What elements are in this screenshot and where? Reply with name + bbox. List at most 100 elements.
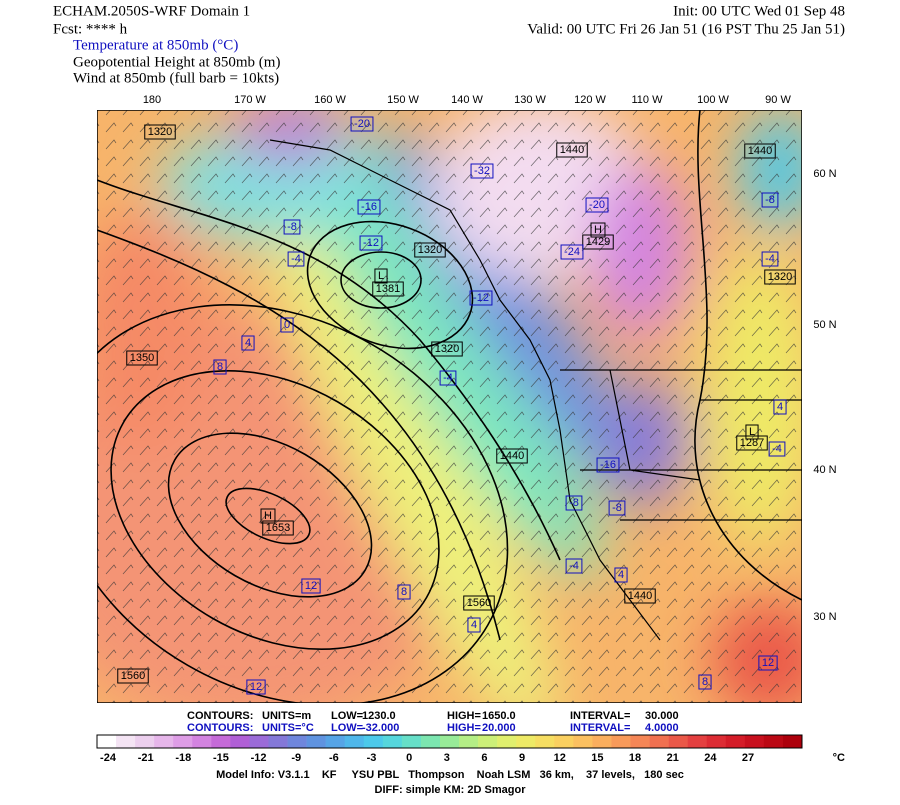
contour-label: 1287	[740, 437, 764, 449]
contour-label: -12	[473, 292, 489, 304]
contour-label-box	[565, 495, 583, 511]
contour-label: 1350	[130, 352, 154, 364]
contour-label: -8	[569, 497, 579, 509]
colorbar-label: -12	[251, 752, 267, 764]
colorbar-swatch	[478, 735, 498, 748]
contour-label: 1429	[586, 236, 610, 248]
colorbar-swatch	[516, 735, 536, 748]
colorbar-label: 3	[444, 752, 450, 764]
contour-label-box	[359, 235, 383, 251]
contour-label: 1440	[500, 450, 524, 462]
colorbar-label: 15	[591, 752, 603, 764]
longitude-label: 120 W	[574, 94, 606, 106]
contour-label-box	[357, 199, 381, 215]
contour-label-box	[764, 269, 796, 285]
contour-info: -32.000	[362, 722, 399, 734]
contour-label: -4	[443, 372, 453, 384]
colorbar-label: -24	[100, 752, 117, 764]
colorbar-swatch	[763, 735, 784, 748]
contour-label: -20	[354, 118, 370, 130]
forecast: Fcst: **** h	[53, 21, 128, 37]
title: ECHAM.2050S-WRF Domain 1	[53, 3, 250, 19]
colorbar-swatch	[154, 735, 174, 748]
contour-label-box	[614, 567, 628, 583]
colorbar-label: 27	[742, 752, 754, 764]
contour-label: -8	[765, 194, 775, 206]
contour-label: 12	[250, 681, 262, 693]
contour-label: 4	[245, 337, 251, 349]
contour-label: H	[264, 510, 272, 522]
colorbar-label: -15	[213, 752, 229, 764]
colorbar-swatch	[287, 735, 307, 748]
contour-label: 4	[471, 619, 477, 631]
latitude-label: 50 N	[813, 319, 836, 331]
colorbar-label: 0	[406, 752, 412, 764]
contour-label-box	[469, 290, 493, 306]
field-label: Wind at 850mb (full barb = 10kts)	[73, 70, 279, 86]
contour-info: UNITS=°C	[262, 722, 314, 734]
contour-label-box	[374, 268, 388, 284]
contour-label-box	[260, 508, 276, 524]
contour-label-box	[585, 197, 609, 213]
contour-info: 20.000	[482, 722, 516, 734]
colorbar-swatch	[249, 735, 269, 748]
colorbar-swatch	[611, 735, 631, 748]
contour-label: 8	[702, 676, 708, 688]
colorbar-swatch	[497, 735, 517, 748]
contour-label-box	[463, 595, 495, 611]
colorbar-swatch	[173, 735, 193, 748]
colorbar-swatch	[630, 735, 650, 748]
longitude-label: 130 W	[514, 94, 546, 106]
contour-label: 1560	[467, 597, 491, 609]
colorbar-swatch	[439, 735, 460, 748]
colorbar-label: 21	[667, 752, 679, 764]
latitude-label: 40 N	[813, 464, 836, 476]
latitude-label: 60 N	[813, 168, 836, 180]
contour-info: CONTOURS:	[187, 722, 253, 734]
footer: DIFF: simple KM: 2D Smagor	[375, 784, 527, 796]
colorbar-swatch	[649, 735, 669, 748]
colorbar-label: 24	[704, 752, 717, 764]
colorbar-label: 12	[554, 752, 566, 764]
colorbar-swatch	[382, 735, 403, 748]
contour-label-box	[283, 219, 301, 235]
contour-label-box	[773, 399, 787, 415]
contour-label: 1440	[748, 145, 772, 157]
colorbar-swatch	[135, 735, 155, 748]
colorbar-label: 6	[481, 752, 487, 764]
contour-label-box	[280, 317, 294, 333]
contour-label: 1320	[418, 244, 442, 256]
colorbar-swatch	[782, 735, 803, 748]
contour-label-box	[556, 142, 588, 158]
longitude-label: 100 W	[697, 94, 729, 106]
colorbar-swatch	[535, 735, 555, 748]
colorbar-label: 9	[519, 752, 525, 764]
contour-label-box	[301, 578, 321, 594]
contour-label-box	[761, 192, 779, 208]
contour-label: -20	[589, 199, 605, 211]
contour-label: L	[749, 426, 755, 438]
contour-label: 1440	[628, 590, 652, 602]
contour-label: 12	[305, 580, 317, 592]
longitude-label: 140 W	[451, 94, 483, 106]
contour-label: -16	[600, 459, 616, 471]
colorbar-swatch	[687, 735, 708, 748]
contour-label: 12	[762, 657, 774, 669]
contour-label: -32	[474, 165, 490, 177]
contour-info: INTERVAL=	[570, 722, 630, 734]
colorbar-label: -18	[175, 752, 191, 764]
contour-label: -8	[287, 221, 297, 233]
colorbar-swatch	[211, 735, 231, 748]
colorbar-swatch	[344, 735, 365, 748]
init-time: Init: 00 UTC Wed 01 Sep 48	[673, 3, 845, 19]
contour-label-box	[144, 124, 176, 140]
colorbar-swatch	[116, 735, 136, 748]
contour-info: LOW=	[331, 710, 363, 722]
longitude-label: 160 W	[314, 94, 346, 106]
colorbar-swatch	[592, 735, 612, 748]
contour-label: 1381	[376, 283, 400, 295]
contour-info: HIGH=	[447, 710, 481, 722]
contour-label-box	[744, 143, 776, 159]
contour-label-box	[372, 281, 404, 297]
contour-label-box	[582, 234, 614, 250]
